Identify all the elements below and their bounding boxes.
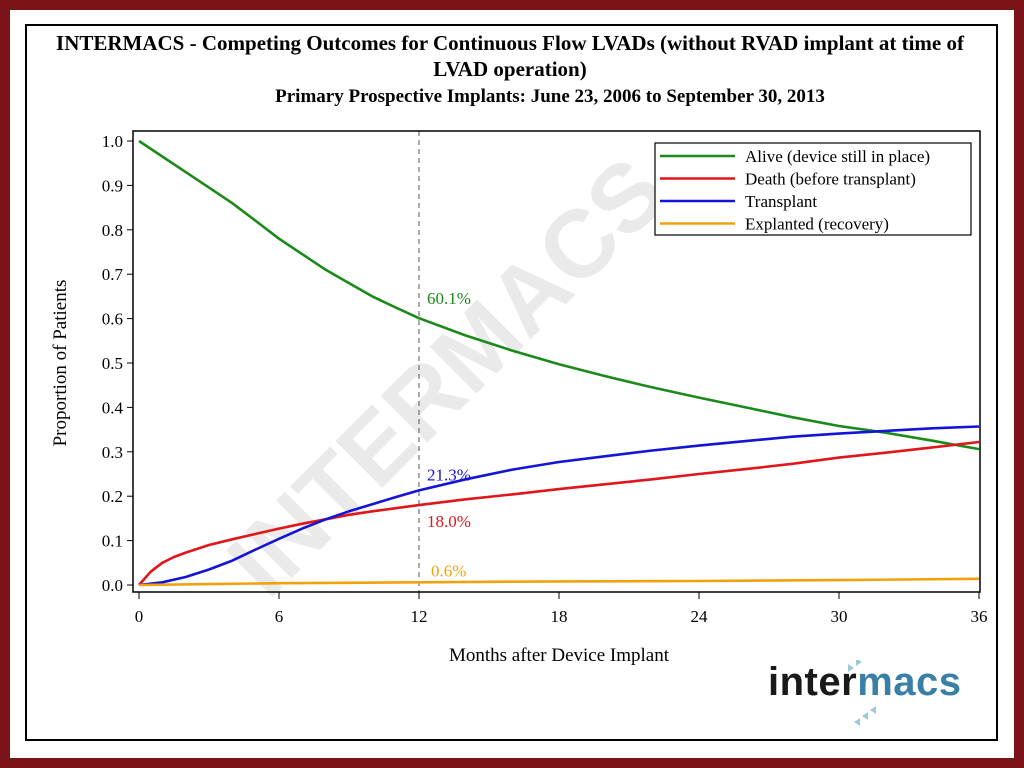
legend: Alive (device still in place) Death (befo… bbox=[654, 142, 972, 236]
x-axis-title: Months after Device Implant bbox=[449, 645, 670, 666]
y-tick-label: 0.3 bbox=[102, 443, 123, 462]
series-line-death bbox=[138, 440, 980, 586]
data-label: 60.1% bbox=[427, 289, 471, 308]
y-tick-label: 0.0 bbox=[102, 576, 123, 595]
y-tick-label: 0.6 bbox=[102, 310, 123, 329]
x-tick-label: 0 bbox=[135, 607, 144, 626]
chart-title: INTERMACS - Competing Outcomes for Conti… bbox=[56, 31, 964, 81]
watermark: INTERMACS bbox=[207, 137, 686, 616]
legend-entry: Transplant bbox=[745, 192, 817, 211]
logo-text-inter: inter bbox=[768, 660, 858, 704]
x-axis: 0 6 12 18 24 30 36 bbox=[135, 592, 988, 626]
intermacs-logo: intermacs bbox=[760, 660, 990, 740]
x-tick-label: 12 bbox=[411, 607, 428, 626]
y-tick-label: 0.8 bbox=[102, 221, 123, 240]
y-tick-label: 0.7 bbox=[102, 265, 124, 284]
series-line-transplant bbox=[138, 425, 980, 587]
series-line-explanted bbox=[138, 577, 980, 587]
y-axis-title: Proportion of Patients bbox=[50, 280, 71, 447]
legend-box bbox=[654, 142, 972, 236]
x-tick-label: 6 bbox=[275, 607, 284, 626]
data-label: 18.0% bbox=[427, 512, 471, 531]
legend-entry: Explanted (recovery) bbox=[745, 215, 889, 234]
annotations: 60.1% 21.3% 18.0% 0.6% bbox=[427, 289, 471, 580]
data-label: 0.6% bbox=[431, 561, 466, 580]
series-group bbox=[138, 139, 980, 587]
legend-entry: Death (before transplant) bbox=[745, 170, 916, 189]
x-tick-label: 36 bbox=[971, 607, 988, 626]
logo-text-macs: macs bbox=[857, 660, 962, 704]
y-tick-label: 0.9 bbox=[102, 176, 123, 195]
plot-area-frame bbox=[132, 130, 981, 593]
y-tick-label: 0.1 bbox=[102, 532, 123, 551]
slide-inner-border bbox=[25, 24, 998, 741]
x-tick-label: 18 bbox=[551, 607, 568, 626]
y-axis: 0.0 0.1 0.2 0.3 0.4 0.5 0.6 0.7 0.8 0.9 1.0 bbox=[102, 132, 133, 595]
x-tick-label: 30 bbox=[831, 607, 848, 626]
y-tick-label: 1.0 bbox=[102, 132, 123, 151]
legend-entry: Alive (device still in place) bbox=[745, 147, 930, 166]
logo-wordmark: intermacs bbox=[768, 660, 962, 705]
chart-subtitle: Primary Prospective Implants: June 23, 2… bbox=[275, 86, 825, 107]
watermark-text: INTERMACS bbox=[207, 137, 686, 616]
series-line-alive bbox=[138, 139, 980, 451]
y-tick-label: 0.5 bbox=[102, 354, 123, 373]
logo-arrows-icon bbox=[848, 660, 876, 726]
x-tick-label: 24 bbox=[691, 607, 709, 626]
y-tick-label: 0.4 bbox=[102, 398, 124, 417]
data-label: 21.3% bbox=[427, 465, 471, 484]
slide-frame bbox=[10, 10, 1014, 758]
y-tick-label: 0.2 bbox=[102, 487, 123, 506]
